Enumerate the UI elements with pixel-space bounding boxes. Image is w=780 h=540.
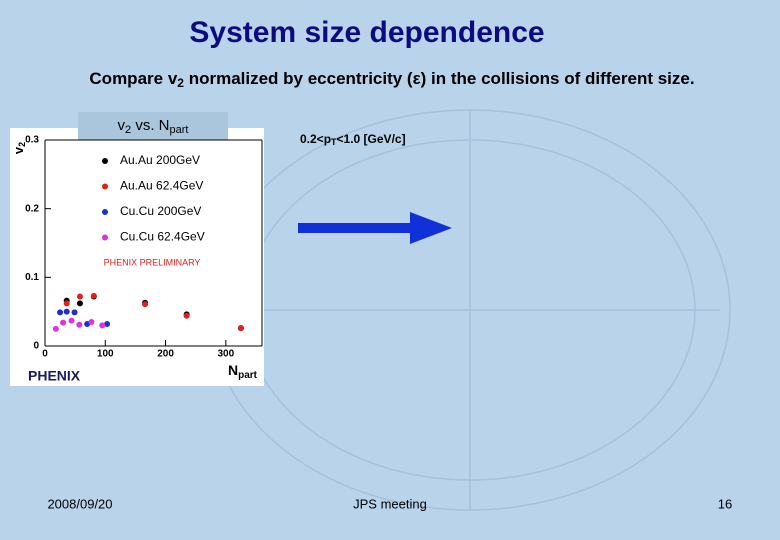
slide-title: System size dependence: [189, 16, 544, 49]
text: 2: [17, 142, 27, 147]
legend-marker: [102, 209, 108, 215]
plot-label: v2 vs. Npart: [118, 117, 189, 136]
text: Compare v: [89, 69, 177, 88]
cut-label: 0.2<pT<1.0 [GeV/c]: [300, 132, 406, 147]
point: [237, 325, 244, 332]
point: [104, 321, 111, 328]
point: [183, 312, 190, 319]
point: [76, 300, 83, 307]
text: <1.0 [GeV/c]: [337, 132, 406, 146]
point: [68, 317, 75, 324]
footer-page: 16: [718, 496, 732, 511]
text: part: [170, 124, 189, 136]
legend-marker: [102, 183, 108, 190]
x-axis-label: Npart: [228, 362, 258, 381]
logo: PHENIX: [28, 368, 81, 384]
plot: v2 Npart PHENIX PRELIMINARY PHENIX: [11, 139, 263, 384]
y-tick-label: 0: [33, 341, 39, 352]
y-tick-label: 0.2: [25, 203, 39, 214]
point: [142, 301, 149, 308]
footer-date: 2008/09/20: [47, 496, 112, 511]
point: [63, 300, 70, 307]
legend-marker: [102, 158, 108, 164]
y-tick-label: 0.1: [25, 272, 39, 283]
point: [99, 322, 106, 329]
y-tick-label: 0.3: [25, 135, 39, 146]
text: vs. N: [131, 117, 169, 134]
point: [52, 325, 59, 332]
point: [76, 293, 83, 300]
point: [63, 308, 70, 315]
legend-label: Cu.Cu 62.4GeV: [120, 230, 205, 244]
point: [57, 309, 64, 316]
arrow: [298, 212, 452, 244]
y-axis-label: v2: [11, 142, 27, 154]
x-tick-label: 300: [217, 349, 234, 360]
legend-label: Au.Au 200GeV: [120, 153, 200, 167]
point: [90, 292, 97, 299]
text: N: [228, 362, 238, 378]
legend-marker: [102, 234, 108, 241]
text: v: [118, 117, 126, 134]
text: part: [238, 370, 258, 381]
point: [88, 318, 95, 325]
annotation: PHENIX PRELIMINARY: [104, 257, 201, 267]
point: [76, 321, 83, 328]
legend-label: Au.Au 62.4GeV: [120, 179, 203, 193]
text: 2: [125, 124, 131, 136]
x-tick-label: 0: [42, 349, 48, 360]
footer-event: JPS meeting: [353, 496, 427, 511]
point: [60, 319, 67, 326]
text: normalized by eccentricity (ε) in the co…: [184, 69, 695, 88]
slide-subtitle: Compare v2 normalized by eccentricity (ε…: [89, 69, 694, 90]
label-box: [78, 112, 228, 140]
x-tick-label: 200: [157, 349, 174, 360]
text: v: [11, 146, 26, 154]
chart-panel: [10, 128, 264, 386]
text: T: [331, 137, 337, 147]
legend-label: Cu.Cu 200GeV: [120, 204, 201, 218]
text: 2: [177, 76, 184, 90]
x-tick-label: 100: [97, 349, 114, 360]
point: [71, 309, 78, 316]
text: 0.2<p: [300, 132, 331, 146]
